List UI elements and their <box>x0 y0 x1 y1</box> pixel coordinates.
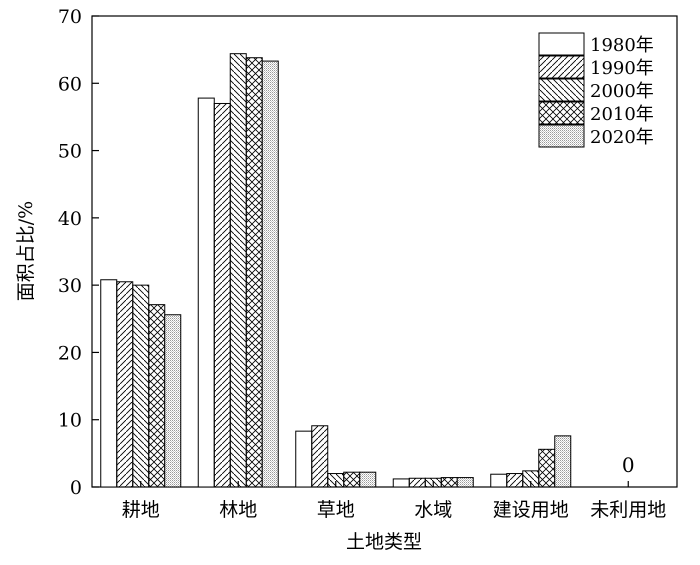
bar <box>424 477 442 488</box>
x-axis-title: 土地类型 <box>346 531 422 553</box>
bar <box>359 471 377 488</box>
y-axis: 0 10 20 30 40 50 60 70 <box>58 6 99 499</box>
legend-label: 2010年 <box>590 104 654 125</box>
x-axis: 耕地 林地 草地 水域 建设用地 未利用地 <box>122 481 666 521</box>
data-label: 0 <box>622 453 635 477</box>
y-tick-label: 50 <box>58 141 82 163</box>
bar <box>164 314 182 488</box>
bar <box>116 281 134 488</box>
bar <box>261 60 279 488</box>
bar <box>245 57 263 488</box>
bar <box>522 470 540 488</box>
y-tick-label: 0 <box>70 477 82 499</box>
bar <box>456 477 474 488</box>
y-tick-label: 40 <box>58 208 82 230</box>
bar <box>506 473 524 488</box>
legend-swatch <box>538 32 585 56</box>
bar <box>408 477 426 488</box>
x-tick-label: 耕地 <box>122 499 160 521</box>
bar <box>100 279 118 488</box>
bar <box>392 478 410 488</box>
bar <box>554 435 572 488</box>
bar <box>343 471 361 488</box>
bar <box>490 473 508 488</box>
x-tick-label: 草地 <box>317 499 355 521</box>
annotations-group: 0 <box>622 453 635 477</box>
y-tick-label: 20 <box>58 342 82 364</box>
bar <box>311 425 329 488</box>
y-tick-label: 30 <box>58 275 82 297</box>
legend-swatch <box>538 55 585 79</box>
bar <box>327 473 345 488</box>
legend-label: 2000年 <box>590 81 654 102</box>
legend-swatch <box>538 101 585 125</box>
x-tick-label: 林地 <box>219 499 257 521</box>
bar <box>148 304 166 488</box>
bar <box>132 284 150 488</box>
plot-frame <box>91 15 678 488</box>
x-tick-label: 未利用地 <box>590 499 666 521</box>
legend-label: 1990年 <box>590 58 654 79</box>
bar <box>440 477 458 488</box>
bar <box>538 448 556 488</box>
bar <box>213 102 231 488</box>
bar <box>229 53 247 488</box>
y-axis-title: 面积占比/% <box>15 201 37 301</box>
bar <box>295 430 313 488</box>
x-tick-label: 水域 <box>414 499 452 521</box>
legend-swatch <box>538 78 585 102</box>
x-tick-label: 建设用地 <box>493 499 569 521</box>
bar <box>197 97 215 488</box>
y-tick-label: 10 <box>58 410 82 432</box>
legend-label: 2020年 <box>590 127 654 148</box>
legend-swatch <box>538 124 585 148</box>
y-tick-label: 60 <box>58 73 82 95</box>
legend-label: 1980年 <box>590 35 654 56</box>
y-tick-label: 70 <box>58 6 82 28</box>
bars-group <box>100 53 572 488</box>
